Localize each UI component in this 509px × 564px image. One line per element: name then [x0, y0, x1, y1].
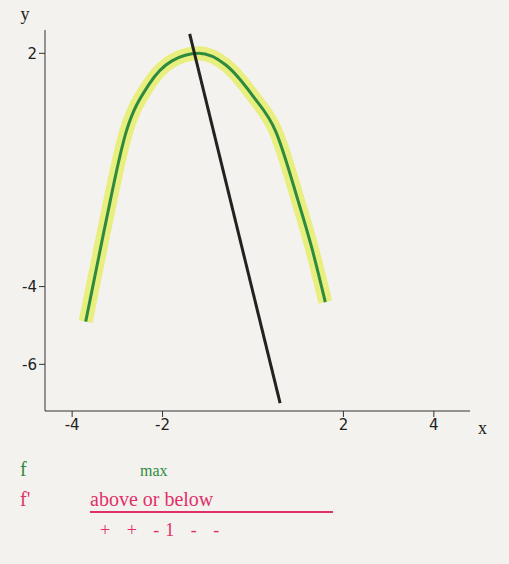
svg-text:-6: -6 — [22, 356, 37, 374]
svg-text:-4: -4 — [65, 416, 80, 434]
html-text:max: max — [140, 462, 168, 479]
html-text:+ + -1 - -: + + -1 - - — [100, 520, 226, 540]
html-text:f': f' — [20, 488, 31, 510]
svg-text:x: x — [478, 418, 487, 438]
svg-text:4: 4 — [429, 416, 439, 434]
svg-text:2: 2 — [27, 45, 37, 63]
html-text:f: f — [20, 458, 27, 480]
svg-text:-2: -2 — [155, 416, 170, 434]
svg-text:-4: -4 — [22, 278, 37, 296]
html-text:above or below: above or below — [90, 488, 214, 510]
svg-text:2: 2 — [339, 416, 349, 434]
svg-text:y: y — [21, 4, 30, 24]
